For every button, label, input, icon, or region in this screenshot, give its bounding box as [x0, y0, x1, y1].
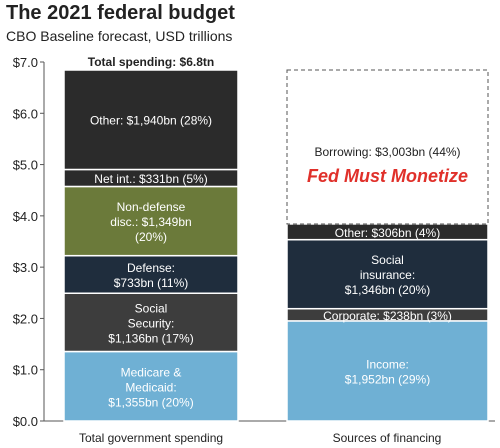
annotation-text: Fed Must Monetize: [307, 166, 468, 186]
bar-segment-other: [63, 69, 239, 171]
segment-label: $1,346bn (20%): [345, 283, 430, 297]
y-tick-label: $2.0: [13, 311, 38, 326]
y-tick-label: $1.0: [13, 363, 38, 378]
segment-label: Defense:: [127, 261, 175, 275]
bar-segment-defense: [63, 254, 239, 294]
segment-label: Corporate: $238bn (3%): [323, 309, 452, 323]
segment-label: Net int.: $331bn (5%): [94, 172, 207, 186]
bar-segment-borrowing: [286, 69, 489, 225]
y-tick-label: $5.0: [13, 158, 38, 173]
bar-total-label: Total spending: $6.8tn: [88, 55, 214, 69]
bar-segment-income: [286, 320, 489, 422]
segment-label: $733bn (11%): [114, 276, 189, 290]
chart-subtitle: CBO Baseline forecast, USD trillions: [6, 28, 233, 44]
segment-label: $1,952bn (29%): [345, 372, 430, 386]
segment-label: Borrowing: $3,003bn (44%): [314, 145, 460, 159]
y-tick-label: $3.0: [13, 260, 38, 275]
segment-label: $1,355bn (20%): [108, 395, 193, 409]
segment-label: Medicare &: [121, 365, 182, 379]
y-tick-label: $7.0: [13, 55, 38, 70]
y-tick-label: $0.0: [13, 414, 38, 429]
segment-label: Medicaid:: [125, 380, 176, 394]
segment-label: Social: [371, 253, 404, 267]
segment-label: Non-defense: [117, 200, 186, 214]
segment-label: Other: $1,940bn (28%): [90, 114, 212, 128]
segment-label: (20%): [135, 230, 167, 244]
segment-label: Social: [135, 301, 168, 315]
bar-segment-non-defense-disc-: [63, 185, 239, 257]
x-category-label: Sources of financing: [333, 431, 442, 445]
chart-title: The 2021 federal budget: [6, 2, 235, 24]
y-tick-label: $4.0: [13, 209, 38, 224]
segment-label: $1,136bn (17%): [108, 331, 193, 345]
segment-label: Security:: [128, 316, 175, 330]
x-category-label: Total government spending: [79, 431, 223, 445]
segment-label: Income:: [366, 357, 409, 371]
segment-label: insurance:: [360, 268, 415, 282]
segment-label: Other: $306bn (4%): [335, 226, 440, 240]
segment-label: disc.: $1,349bn: [110, 215, 191, 229]
y-tick-label: $6.0: [13, 106, 38, 121]
bar-segment-medicare-medicaid: [63, 350, 239, 422]
bar-segment-social-insurance: [286, 238, 489, 310]
